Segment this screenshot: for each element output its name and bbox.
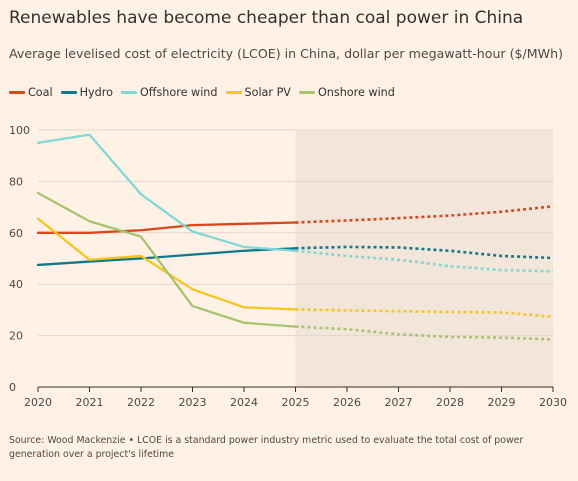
- x-tick-label: 2028: [436, 396, 464, 409]
- series-line-onshore-wind: [36, 191, 297, 328]
- legend-swatch: [225, 91, 242, 94]
- series-forecast-line-solar-pv: [295, 308, 554, 319]
- legend-item-coal: Coal: [9, 86, 53, 99]
- legend-label: Solar PV: [244, 86, 291, 99]
- x-tick-label: 2029: [488, 396, 516, 409]
- x-tick-label: 2020: [24, 396, 52, 409]
- legend-item-offshore-wind: Offshore wind: [120, 86, 218, 99]
- series-forecast-line-coal: [295, 205, 554, 224]
- legend-label: Offshore wind: [139, 86, 218, 99]
- y-tick-label: 20: [9, 330, 23, 343]
- legend-item-hydro: Hydro: [60, 86, 113, 99]
- x-tick-label: 2023: [179, 396, 207, 409]
- x-tick-label: 2022: [127, 396, 155, 409]
- series-line-offshore-wind: [36, 133, 297, 252]
- series-forecast-line-offshore-wind: [295, 249, 554, 273]
- y-tick-label: 80: [9, 175, 23, 188]
- legend-swatch: [60, 91, 77, 94]
- legend-item-onshore-wind: Onshore wind: [298, 86, 395, 99]
- legend-swatch: [9, 91, 25, 94]
- series-forecast-line-onshore-wind: [295, 325, 554, 341]
- y-tick-label: 0: [9, 381, 16, 394]
- chart-legend: Coal Hydro Offshore wind Solar PV Onshore wi…: [9, 86, 403, 99]
- legend-label: Hydro: [79, 86, 113, 99]
- chart-subtitle: Average levelised cost of electricity (L…: [9, 46, 563, 61]
- y-tick-label: 40: [9, 278, 23, 291]
- line-chart: 0 20 40 60 80 100 2020 2021 2022 2023 2024 2025 2026…: [9, 124, 567, 409]
- legend-item-solar-pv: Solar PV: [225, 86, 291, 99]
- x-tick-label: 2027: [385, 396, 413, 409]
- x-tick-label: 2030: [539, 396, 567, 409]
- x-tick-label: 2021: [76, 396, 104, 409]
- legend-label: Onshore wind: [317, 86, 395, 99]
- x-tick-label: 2025: [282, 396, 310, 409]
- x-tick-label: 2024: [230, 396, 258, 409]
- series-forecast-line-hydro: [295, 245, 554, 260]
- chart-title: Renewables have become cheaper than coal…: [9, 8, 524, 28]
- x-tick-label: 2026: [333, 396, 361, 409]
- forecast-shading: [295, 130, 553, 387]
- series-line-hydro: [36, 247, 297, 267]
- y-tick-label: 60: [9, 227, 23, 240]
- legend-swatch: [298, 91, 315, 94]
- series-line-coal: [36, 221, 297, 234]
- legend-swatch: [120, 91, 137, 94]
- legend-label: Coal: [28, 86, 53, 99]
- source-note: Source: Wood Mackenzie • LCOE is a stand…: [9, 435, 524, 460]
- y-tick-label: 100: [9, 124, 30, 137]
